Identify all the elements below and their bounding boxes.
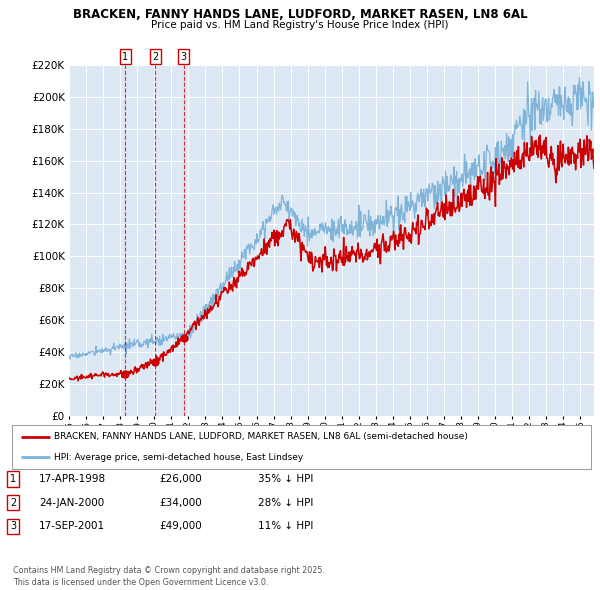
Text: 35% ↓ HPI: 35% ↓ HPI <box>258 474 313 484</box>
Text: 3: 3 <box>181 52 187 62</box>
Text: £34,000: £34,000 <box>159 498 202 507</box>
Text: BRACKEN, FANNY HANDS LANE, LUDFORD, MARKET RASEN, LN8 6AL: BRACKEN, FANNY HANDS LANE, LUDFORD, MARK… <box>73 8 527 21</box>
Text: 2: 2 <box>152 52 158 62</box>
Text: 17-SEP-2001: 17-SEP-2001 <box>39 522 105 531</box>
Text: 1: 1 <box>10 474 16 484</box>
Text: 17-APR-1998: 17-APR-1998 <box>39 474 106 484</box>
Text: Price paid vs. HM Land Registry's House Price Index (HPI): Price paid vs. HM Land Registry's House … <box>151 20 449 30</box>
Text: BRACKEN, FANNY HANDS LANE, LUDFORD, MARKET RASEN, LN8 6AL (semi-detached house): BRACKEN, FANNY HANDS LANE, LUDFORD, MARK… <box>53 432 467 441</box>
Text: 24-JAN-2000: 24-JAN-2000 <box>39 498 104 507</box>
Text: 11% ↓ HPI: 11% ↓ HPI <box>258 522 313 531</box>
Text: Contains HM Land Registry data © Crown copyright and database right 2025.
This d: Contains HM Land Registry data © Crown c… <box>13 566 325 587</box>
Text: 3: 3 <box>10 522 16 531</box>
Text: HPI: Average price, semi-detached house, East Lindsey: HPI: Average price, semi-detached house,… <box>53 453 303 461</box>
Text: 1: 1 <box>122 52 128 62</box>
Text: 2: 2 <box>10 498 16 507</box>
Text: £26,000: £26,000 <box>159 474 202 484</box>
Text: £49,000: £49,000 <box>159 522 202 531</box>
Text: 28% ↓ HPI: 28% ↓ HPI <box>258 498 313 507</box>
